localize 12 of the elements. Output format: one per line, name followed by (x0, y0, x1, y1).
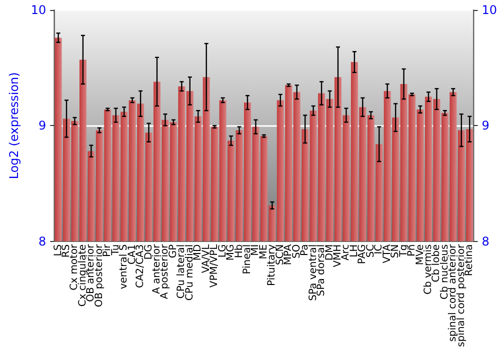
y-tick-label: 10 (30, 3, 46, 17)
y2-tick-label: 10 (482, 3, 498, 17)
x-tick-label: ME (258, 244, 270, 260)
y-tick-label: 9 (38, 118, 46, 133)
y-tick-label: 8 (38, 234, 46, 248)
x-tick-label: Pituitary (266, 244, 278, 286)
y-axis-title: Log2 (expression) (7, 72, 21, 180)
x-tick-label: Tg (398, 244, 410, 258)
x-tick-label: Retina (464, 244, 476, 276)
y2-tick-label: 8 (482, 234, 490, 248)
x-tick-label: OB posterior (94, 243, 105, 308)
y2-tick-label: 9 (482, 118, 490, 133)
